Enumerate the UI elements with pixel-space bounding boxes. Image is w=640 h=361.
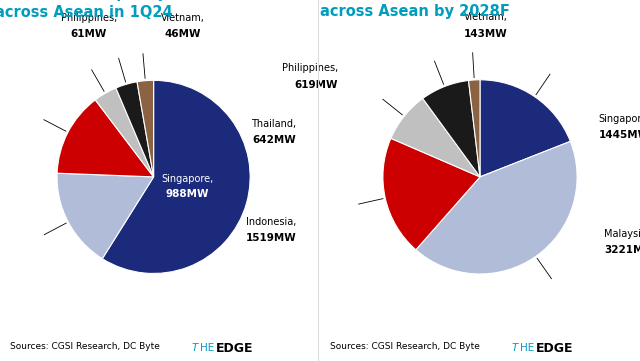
Wedge shape [95,88,154,177]
Text: Data centre capacity
across Asean by 2028F: Data centre capacity across Asean by 202… [320,0,510,19]
Wedge shape [102,81,250,273]
Wedge shape [423,81,480,177]
Text: Malaysia,: Malaysia, [604,229,640,239]
Wedge shape [383,138,480,250]
Text: 3221MW: 3221MW [604,245,640,255]
Wedge shape [468,80,480,177]
Text: Vietnam,: Vietnam, [464,12,508,22]
Text: Data centre capacity
across Asean in 1Q24: Data centre capacity across Asean in 1Q2… [0,0,172,20]
Text: 46MW: 46MW [164,29,202,39]
Text: Sources: CGSI Research, DC Byte: Sources: CGSI Research, DC Byte [330,342,479,351]
Text: Indonesia,: Indonesia, [246,217,296,227]
Wedge shape [416,142,577,274]
Text: T: T [512,343,518,353]
Text: 143MW: 143MW [464,29,508,39]
Text: Vietnam,: Vietnam, [161,13,205,23]
Text: Thailand,: Thailand, [252,119,296,129]
Text: 988MW: 988MW [166,189,209,199]
Text: EDGE: EDGE [216,342,254,355]
Text: Singapore,: Singapore, [598,114,640,124]
Text: Philippines,: Philippines, [282,63,338,73]
Text: 1445MW: 1445MW [598,130,640,140]
Wedge shape [480,80,570,177]
Text: Sources: CGSI Research, DC Byte: Sources: CGSI Research, DC Byte [10,342,159,351]
Text: 642MW: 642MW [253,135,296,145]
Text: 1519MW: 1519MW [246,234,296,243]
Wedge shape [57,100,154,177]
Wedge shape [116,82,154,177]
Text: HE: HE [200,343,214,353]
Text: HE: HE [520,343,534,353]
Wedge shape [137,81,154,177]
Wedge shape [57,173,154,259]
Text: Singapore,: Singapore, [161,174,214,184]
Wedge shape [391,99,480,177]
Text: T: T [192,343,198,353]
Text: 61MW: 61MW [70,29,107,39]
Text: 619MW: 619MW [294,79,338,90]
Text: Philippines,: Philippines, [61,13,117,23]
Text: EDGE: EDGE [536,342,574,355]
